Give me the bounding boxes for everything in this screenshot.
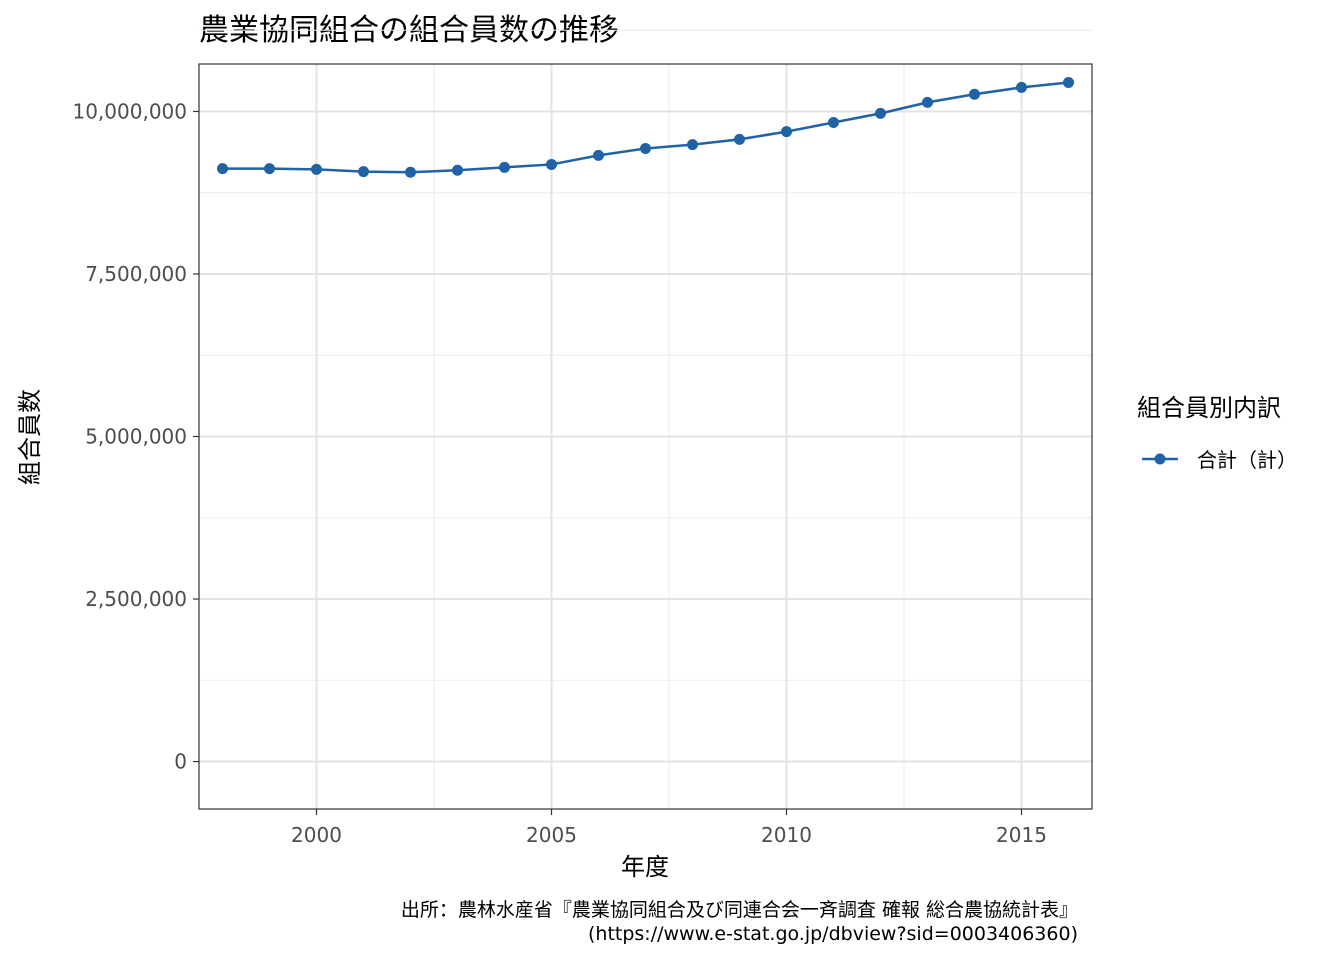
y-tick-label: 0: [174, 750, 187, 774]
legend-title: 組合員別内訳: [1137, 394, 1281, 422]
x-tick-label: 2000: [291, 823, 342, 847]
data-point: [875, 107, 886, 119]
data-point: [781, 126, 792, 138]
caption-line-2: (https://www.e-stat.go.jp/dbview?sid=000…: [588, 923, 1078, 945]
y-tick-label: 5,000,000: [85, 425, 187, 449]
data-point: [499, 161, 510, 173]
x-tick-label: 2015: [996, 823, 1047, 847]
axes: 2000 2005 2010 2015 0 2,500,000 5,000,000 7,500…: [72, 99, 1046, 847]
data-point: [546, 158, 557, 170]
data-point: [734, 133, 745, 145]
x-tick-label: 2005: [526, 823, 577, 847]
data-point: [969, 88, 980, 100]
data-point: [452, 164, 463, 176]
legend: 組合員別内訳 合計（計）: [1137, 394, 1297, 472]
y-tick-label: 2,500,000: [85, 587, 187, 611]
legend-label: 合計（計）: [1197, 448, 1297, 472]
data-point: [640, 143, 651, 155]
x-tick-label: 2010: [761, 823, 812, 847]
data-point: [687, 139, 698, 151]
data-point: [1016, 81, 1027, 93]
x-axis-label: 年度: [621, 853, 669, 881]
data-point: [593, 149, 604, 161]
data-point: [264, 163, 275, 175]
caption-line-1: 出所：農林水産省『農業協同組合及び同連合会一斉調査 確報 総合農協統計表』: [401, 899, 1078, 921]
y-axis-label: 組合員数: [16, 389, 44, 485]
data-point: [311, 163, 322, 175]
data-point: [217, 163, 228, 175]
y-tick-label: 7,500,000: [85, 262, 187, 286]
data-point: [405, 166, 416, 178]
data-point: [828, 117, 839, 129]
legend-marker: [1154, 453, 1166, 465]
series-group: [217, 77, 1074, 178]
data-point: [922, 96, 933, 108]
y-tick-label: 10,000,000: [72, 99, 187, 123]
grid: [198, 29, 1092, 809]
data-point: [1063, 77, 1074, 89]
data-point: [358, 166, 369, 178]
